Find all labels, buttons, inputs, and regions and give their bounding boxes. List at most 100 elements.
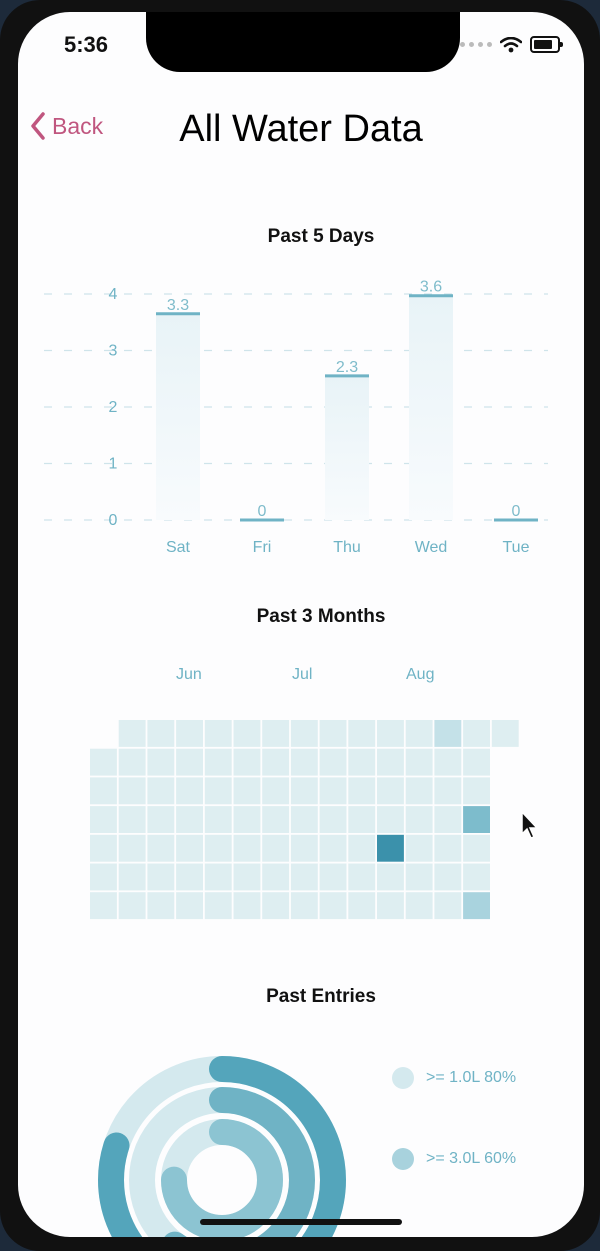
heatmap-cell[interactable] — [348, 892, 376, 920]
heatmap-cell[interactable] — [147, 834, 175, 862]
heatmap-cell[interactable] — [377, 863, 404, 891]
heatmap-cell[interactable] — [262, 863, 290, 891]
heatmap-cell[interactable] — [233, 720, 261, 747]
heatmap-cell[interactable] — [118, 777, 146, 805]
heatmap-cell[interactable] — [434, 720, 462, 747]
heatmap-cell[interactable] — [233, 806, 261, 833]
heatmap-cell[interactable] — [204, 777, 232, 805]
heatmap-cell[interactable] — [405, 806, 433, 833]
heatmap-cell[interactable] — [233, 777, 261, 805]
heatmap-cell[interactable] — [348, 720, 376, 747]
heatmap-cell[interactable] — [204, 834, 232, 862]
heatmap-cell[interactable] — [147, 720, 175, 747]
heatmap-cell[interactable] — [405, 748, 433, 776]
heatmap-cell[interactable] — [262, 892, 290, 920]
heatmap-cell[interactable] — [463, 748, 490, 776]
heatmap-cell[interactable] — [233, 892, 261, 920]
heatmap-cell[interactable] — [290, 863, 318, 891]
heatmap-cell[interactable] — [262, 834, 290, 862]
heatmap-cell[interactable] — [90, 863, 117, 891]
heatmap-cell[interactable] — [434, 892, 462, 920]
heatmap-cell[interactable] — [434, 834, 462, 862]
heatmap-cell[interactable] — [118, 806, 146, 833]
heatmap-cell[interactable] — [377, 777, 404, 805]
heatmap-cell[interactable] — [262, 777, 290, 805]
heatmap-cell[interactable] — [147, 748, 175, 776]
heatmap-cell[interactable] — [405, 892, 433, 920]
heatmap-cell[interactable] — [348, 806, 376, 833]
heatmap-cell[interactable] — [290, 748, 318, 776]
heatmap-cell[interactable] — [491, 720, 519, 747]
heatmap-cell[interactable] — [118, 748, 146, 776]
heatmap-cell[interactable] — [434, 748, 462, 776]
heatmap-cell[interactable] — [290, 777, 318, 805]
heatmap-cell[interactable] — [319, 806, 347, 833]
heatmap-cell[interactable] — [90, 748, 117, 776]
heatmap-cell[interactable] — [233, 748, 261, 776]
heatmap-cell[interactable] — [118, 720, 146, 747]
heatmap-cell[interactable] — [405, 834, 433, 862]
heatmap-cell[interactable] — [377, 806, 404, 833]
heatmap-cell[interactable] — [434, 806, 462, 833]
heatmap-cell[interactable] — [147, 806, 175, 833]
heatmap-cell[interactable] — [348, 748, 376, 776]
heatmap-cell[interactable] — [233, 834, 261, 862]
heatmap-cell[interactable] — [319, 834, 347, 862]
heatmap-cell[interactable] — [176, 863, 203, 891]
heatmap-cell[interactable] — [405, 863, 433, 891]
heatmap-cell[interactable] — [90, 777, 117, 805]
heatmap-cell[interactable] — [262, 720, 290, 747]
heatmap-cell[interactable] — [377, 720, 404, 747]
heatmap-cell[interactable] — [176, 834, 203, 862]
heatmap-cell[interactable] — [319, 892, 347, 920]
heatmap-cell[interactable] — [204, 748, 232, 776]
heatmap-cell[interactable] — [319, 777, 347, 805]
heatmap-cell[interactable] — [118, 892, 146, 920]
heatmap-cell[interactable] — [176, 720, 203, 747]
heatmap-cell[interactable] — [290, 834, 318, 862]
heatmap-cell[interactable] — [204, 806, 232, 833]
heatmap-cell[interactable] — [319, 748, 347, 776]
heatmap-cell[interactable] — [377, 748, 404, 776]
heatmap-cell[interactable] — [319, 720, 347, 747]
heatmap-cell[interactable] — [319, 863, 347, 891]
heatmap-cell[interactable] — [147, 892, 175, 920]
heatmap-cell[interactable] — [204, 720, 232, 747]
heatmap-cell[interactable] — [204, 863, 232, 891]
heatmap-cell[interactable] — [405, 720, 433, 747]
heatmap-cell[interactable] — [176, 777, 203, 805]
heatmap-cell[interactable] — [176, 892, 203, 920]
heatmap-cell[interactable] — [463, 863, 490, 891]
heatmap-cell[interactable] — [463, 777, 490, 805]
heatmap-cell[interactable] — [262, 748, 290, 776]
heatmap-cell[interactable] — [90, 834, 117, 862]
heatmap-cell[interactable] — [405, 777, 433, 805]
heatmap-cell[interactable] — [463, 834, 490, 862]
heatmap-cell[interactable] — [348, 777, 376, 805]
back-button[interactable]: Back — [30, 112, 103, 140]
heatmap-cell[interactable] — [463, 892, 490, 920]
heatmap-cell[interactable] — [147, 863, 175, 891]
heatmap-cell[interactable] — [348, 834, 376, 862]
heatmap-cell[interactable] — [204, 892, 232, 920]
heatmap-cell[interactable] — [176, 748, 203, 776]
heatmap-cell[interactable] — [434, 863, 462, 891]
heatmap-cell[interactable] — [233, 863, 261, 891]
heatmap-cell[interactable] — [463, 806, 490, 833]
heatmap-cell[interactable] — [290, 806, 318, 833]
heatmap-cell[interactable] — [377, 892, 404, 920]
y-tick-label: 4 — [109, 286, 118, 303]
heatmap-cell[interactable] — [290, 720, 318, 747]
heatmap-cell[interactable] — [463, 720, 490, 747]
heatmap-cell[interactable] — [118, 834, 146, 862]
heatmap-cell[interactable] — [118, 863, 146, 891]
heatmap-cell[interactable] — [90, 892, 117, 920]
heatmap-cell[interactable] — [348, 863, 376, 891]
heatmap-cell[interactable] — [377, 834, 404, 862]
heatmap-cell[interactable] — [290, 892, 318, 920]
heatmap-cell[interactable] — [262, 806, 290, 833]
heatmap-cell[interactable] — [434, 777, 462, 805]
heatmap-cell[interactable] — [176, 806, 203, 833]
heatmap-cell[interactable] — [90, 806, 117, 833]
heatmap-cell[interactable] — [147, 777, 175, 805]
